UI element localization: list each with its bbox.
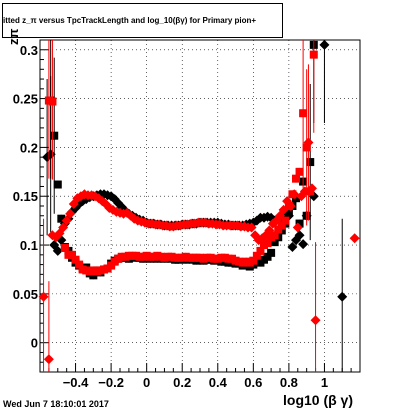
x-tick-label: 0.6 xyxy=(244,375,262,390)
x-tick-label: 1 xyxy=(321,375,328,390)
data-point-square xyxy=(48,97,57,106)
data-point-square xyxy=(252,251,261,260)
data-point-diamond xyxy=(303,137,314,148)
data-point-square xyxy=(249,256,258,265)
x-tick-label: 0.4 xyxy=(209,375,228,390)
data-point-square xyxy=(299,109,308,118)
y-tick-label: 0.25 xyxy=(13,92,38,107)
x-tick-label: −0.2 xyxy=(98,375,124,390)
y-tick-label: 0.15 xyxy=(13,189,38,204)
data-point-square xyxy=(53,180,62,189)
data-point-diamond xyxy=(58,222,69,233)
data-point-square xyxy=(75,260,84,269)
data-point-square xyxy=(50,131,59,140)
data-point-diamond xyxy=(285,201,296,211)
data-point-square xyxy=(295,219,304,228)
data-point-diamond xyxy=(65,208,76,219)
data-point-square xyxy=(277,221,286,230)
data-point-square xyxy=(71,255,80,264)
data-point-square xyxy=(270,238,279,247)
data-point-square xyxy=(295,167,304,176)
data-point-diamond xyxy=(299,186,310,197)
data-point-diamond xyxy=(289,189,300,200)
data-point-diamond xyxy=(349,233,360,244)
data-point-square xyxy=(270,231,279,240)
data-point-square xyxy=(267,248,276,257)
x-axis-label: log10 (β γ) xyxy=(283,392,353,408)
data-point-diamond xyxy=(45,149,56,160)
data-point-diamond xyxy=(264,225,275,236)
y-tick-label: 0 xyxy=(31,336,38,351)
x-tick-label: 0 xyxy=(143,375,150,390)
y-tick-label: 0.1 xyxy=(20,238,38,253)
data-point-diamond xyxy=(43,354,54,365)
data-point-square xyxy=(281,216,290,225)
y-tick-label: 0.05 xyxy=(13,287,38,302)
data-point-square xyxy=(309,50,318,59)
x-tick-label: 0.8 xyxy=(280,375,298,390)
y-tick-label: 0.3 xyxy=(20,43,38,58)
data-point-diamond xyxy=(319,39,330,50)
data-point-diamond xyxy=(61,215,72,226)
timestamp: Wed Jun 7 18:10:01 2017 xyxy=(3,399,109,409)
data-point-diamond xyxy=(294,230,305,241)
data-point-diamond xyxy=(337,291,348,302)
data-point-diamond xyxy=(278,204,289,215)
data-point-square xyxy=(68,250,76,259)
data-point-diamond xyxy=(298,239,309,250)
data-point-diamond xyxy=(287,242,298,253)
data-point-diamond xyxy=(307,183,317,194)
data-point-square xyxy=(263,239,272,248)
chart-title: itted z_π versus TpcTrackLength and log_… xyxy=(3,16,257,25)
data-point-square xyxy=(302,143,311,152)
chart-title-box: itted z_π versus TpcTrackLength and log_… xyxy=(2,3,283,38)
data-point-diamond xyxy=(310,315,321,326)
data-point-diamond xyxy=(52,245,63,256)
data-point-square xyxy=(256,246,265,255)
x-tick-label: 0.2 xyxy=(173,375,191,390)
data-point-square xyxy=(306,158,315,167)
y-tick-label: 0.2 xyxy=(20,140,38,155)
data-point-diamond xyxy=(38,291,49,302)
data-point-diamond xyxy=(246,222,257,233)
plot-frame xyxy=(39,39,361,373)
data-point-square xyxy=(292,174,300,183)
data-point-square xyxy=(57,214,66,223)
y-axis-label: zπ xyxy=(6,28,21,45)
x-tick-label: −0.4 xyxy=(63,375,89,390)
data-point-square xyxy=(60,243,69,252)
data-point-diamond xyxy=(292,222,303,233)
